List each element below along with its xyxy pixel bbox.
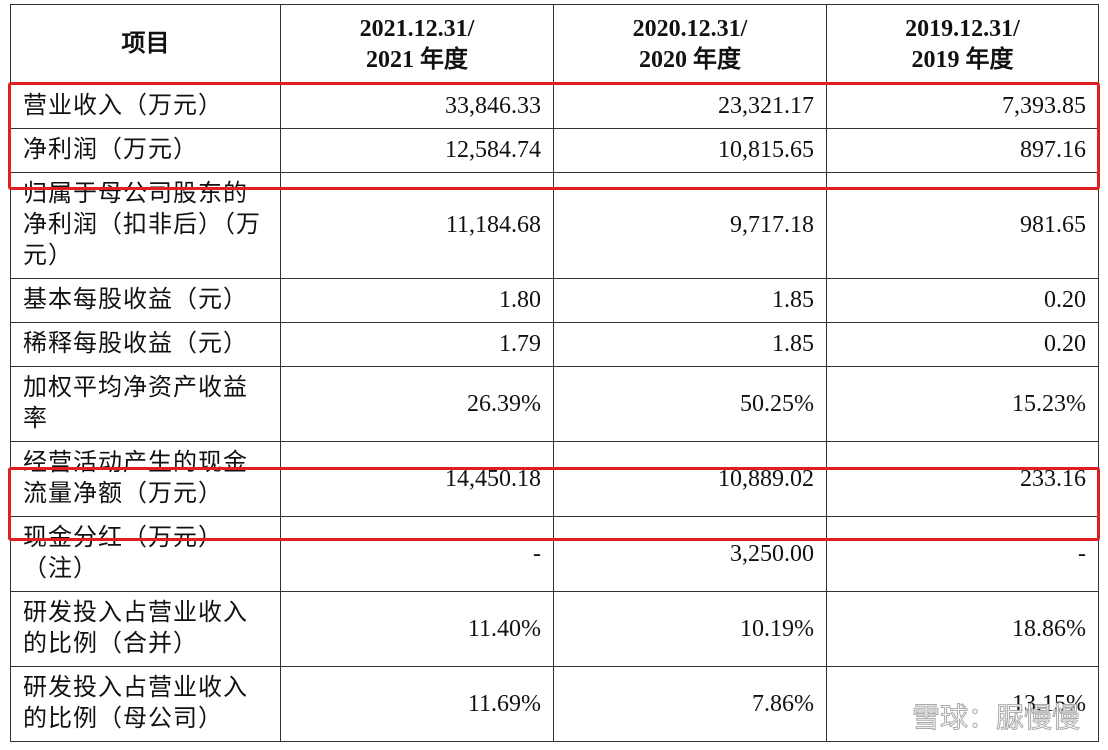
- header-cell: 2021.12.31/2021 年度: [280, 4, 554, 85]
- header-text: 2021.12.31/: [359, 15, 475, 42]
- table-row: 研发投入占营业收入的比例（合并） 11.40% 10.19% 18.86%: [10, 591, 1099, 667]
- value-cell: 50.25%: [553, 366, 827, 442]
- table-row: 经营活动产生的现金流量净额（万元） 14,450.18 10,889.02 233.1…: [10, 441, 1099, 517]
- header-text: 2019.12.31/: [905, 15, 1020, 42]
- row-label: 研发投入占营业收入的比例（合并）: [10, 591, 281, 667]
- table-row: 基本每股收益（元） 1.80 1.85 0.20: [10, 278, 1099, 323]
- highlight-box: [8, 82, 1100, 190]
- value-cell: 26.39%: [280, 366, 554, 442]
- row-label: 稀释每股收益（元）: [10, 322, 281, 367]
- value-cell: 15.23%: [826, 366, 1099, 442]
- header-text: 2020 年度: [639, 46, 741, 73]
- table-row: 稀释每股收益（元） 1.79 1.85 0.20: [10, 322, 1099, 367]
- value-cell: 1.85: [553, 278, 827, 323]
- value-cell: 1.80: [280, 278, 554, 323]
- header-text: 2019 年度: [911, 46, 1014, 73]
- table-row: 现金分红（万元）（注） -3,250.00-: [10, 516, 1099, 592]
- header-row: 项目 2021.12.31/2021 年度 2020.12.31/2020 年度 20…: [10, 4, 1099, 85]
- value-cell: 0.20: [826, 278, 1099, 323]
- row-label: 净利润（万元）: [10, 128, 281, 173]
- value-cell: 11.69%: [280, 666, 554, 742]
- row-label: 基本每股收益（元）: [10, 278, 281, 323]
- value-cell: 1.79: [280, 322, 554, 367]
- header-text: 项目: [121, 31, 170, 57]
- value-cell: 10.19%: [553, 591, 827, 667]
- row-label: 经营活动产生的现金流量净额（万元）: [10, 441, 281, 517]
- value-cell: 33,846.33: [280, 84, 554, 129]
- value-cell: 12,584.74: [280, 128, 554, 173]
- header-text: 2021 年度: [366, 46, 468, 73]
- value-cell: 7.86%: [553, 666, 827, 742]
- value-cell: 13.15%: [826, 666, 1099, 742]
- value-cell: 14,450.18: [280, 441, 554, 517]
- value-cell: -: [280, 516, 554, 592]
- table-row: 净利润（万元） 12,584.74 10,815.65 897.16: [10, 128, 1099, 173]
- row-label: 研发投入占营业收入的比例（母公司）: [10, 666, 281, 742]
- value-cell: 10,889.02: [553, 441, 827, 517]
- table-row: 营业收入（万元） 33,846.33 23,321.17 7,393.85: [10, 84, 1099, 129]
- value-cell: 897.16: [826, 128, 1099, 173]
- value-cell: 3,250.00: [553, 516, 827, 592]
- value-cell: -: [826, 516, 1099, 592]
- highlight-box: [8, 467, 1100, 541]
- header-cell: 项目: [10, 4, 281, 85]
- value-cell: 0.20: [826, 322, 1099, 367]
- value-cell: 23,321.17: [553, 84, 827, 129]
- header-cell: 2019.12.31/2019 年度: [826, 4, 1099, 85]
- value-cell: 11.40%: [280, 591, 554, 667]
- table-row: 研发投入占营业收入的比例（母公司） 11.69% 7.86% 13.15%: [10, 666, 1099, 742]
- table-row: 加权平均净资产收益率 26.39% 50.25% 15.23%: [10, 366, 1099, 442]
- value-cell: 1.85: [553, 322, 827, 367]
- value-cell: 18.86%: [826, 591, 1099, 667]
- watermark: 雪球：脲慢慢: [911, 701, 1080, 735]
- value-cell: 10,815.65: [553, 128, 827, 173]
- header-cell: 2020.12.31/2020 年度: [553, 4, 827, 85]
- row-label: 加权平均净资产收益率: [10, 366, 281, 442]
- header-text: 2020.12.31/: [632, 15, 748, 42]
